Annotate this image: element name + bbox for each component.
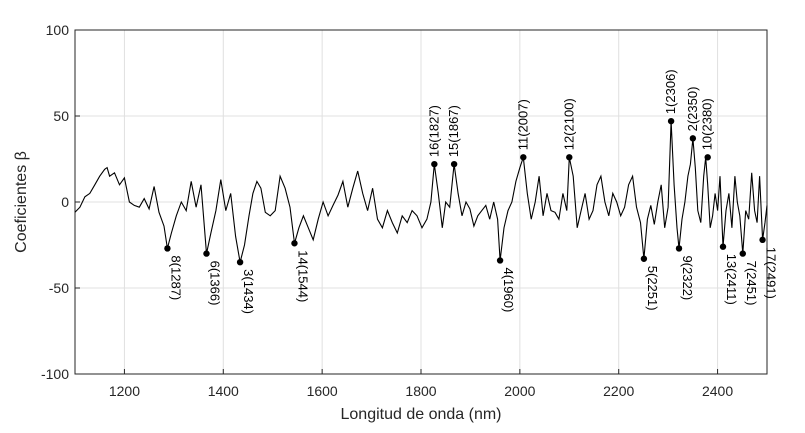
y-tick-label: 50 [53,108,69,124]
point-label: 9(2322) [680,255,695,300]
x-tick-label: 2000 [504,383,535,399]
x-tick-label: 1800 [405,383,436,399]
marked-point [236,259,244,266]
point-label: 16(1827) [426,105,441,157]
x-tick-label: 2200 [603,383,634,399]
marked-point [203,250,210,257]
y-tick-label: -50 [49,280,69,296]
point-label: 2(2350) [685,87,700,132]
marked-point [704,154,711,161]
x-tick-label: 1200 [109,383,140,399]
x-tick-label: 2400 [702,383,733,399]
marked-point [291,240,298,247]
marked-point [739,250,746,257]
point-label: 6(1366) [207,261,222,306]
x-axis-title: Longitud de onda (nm) [341,406,502,423]
marked-point [431,160,438,168]
x-tick-label: 1600 [307,383,338,399]
point-label: 7(2451) [744,261,759,306]
point-label: 8(1287) [168,255,183,300]
marked-point [689,135,697,142]
point-label: 4(1960) [501,267,516,312]
point-label: 1(2306) [663,69,678,114]
marked-point [640,255,648,262]
y-tick-label: -100 [41,366,69,382]
marked-points: 1(2306) 2(2350) 3(1434) 4(1960) 5(2251) 6(136… [164,69,779,314]
x-tick-label: 1400 [208,383,239,399]
point-label: 3(1434) [241,269,256,314]
point-label: 12(2100) [561,98,576,150]
point-label: 5(2251) [645,266,660,311]
marked-point [164,245,171,252]
y-tick-label: 100 [46,22,70,38]
point-label: 10(2380) [700,98,715,150]
y-axis-title: Coeficientes β [13,151,30,253]
marked-point [496,257,504,264]
point-label: 14(1544) [295,250,310,302]
y-axis: 100 50 0 -50 -100 [41,22,80,382]
point-label: 17(2491) [764,247,779,299]
marked-point [675,245,683,252]
point-label: 11(2007) [515,99,530,150]
point-label: 13(2411) [724,254,739,305]
marked-point [450,160,458,168]
marked-point [520,154,527,161]
marked-point [719,243,727,250]
point-label: 15(1867) [446,105,461,157]
series-line [74,121,768,263]
marked-point [566,154,573,161]
marked-point [759,236,766,244]
x-axis: 1200 1400 1600 1800 2000 2200 2400 [109,369,733,399]
y-tick-label: 0 [61,194,69,210]
marked-point [667,117,675,125]
